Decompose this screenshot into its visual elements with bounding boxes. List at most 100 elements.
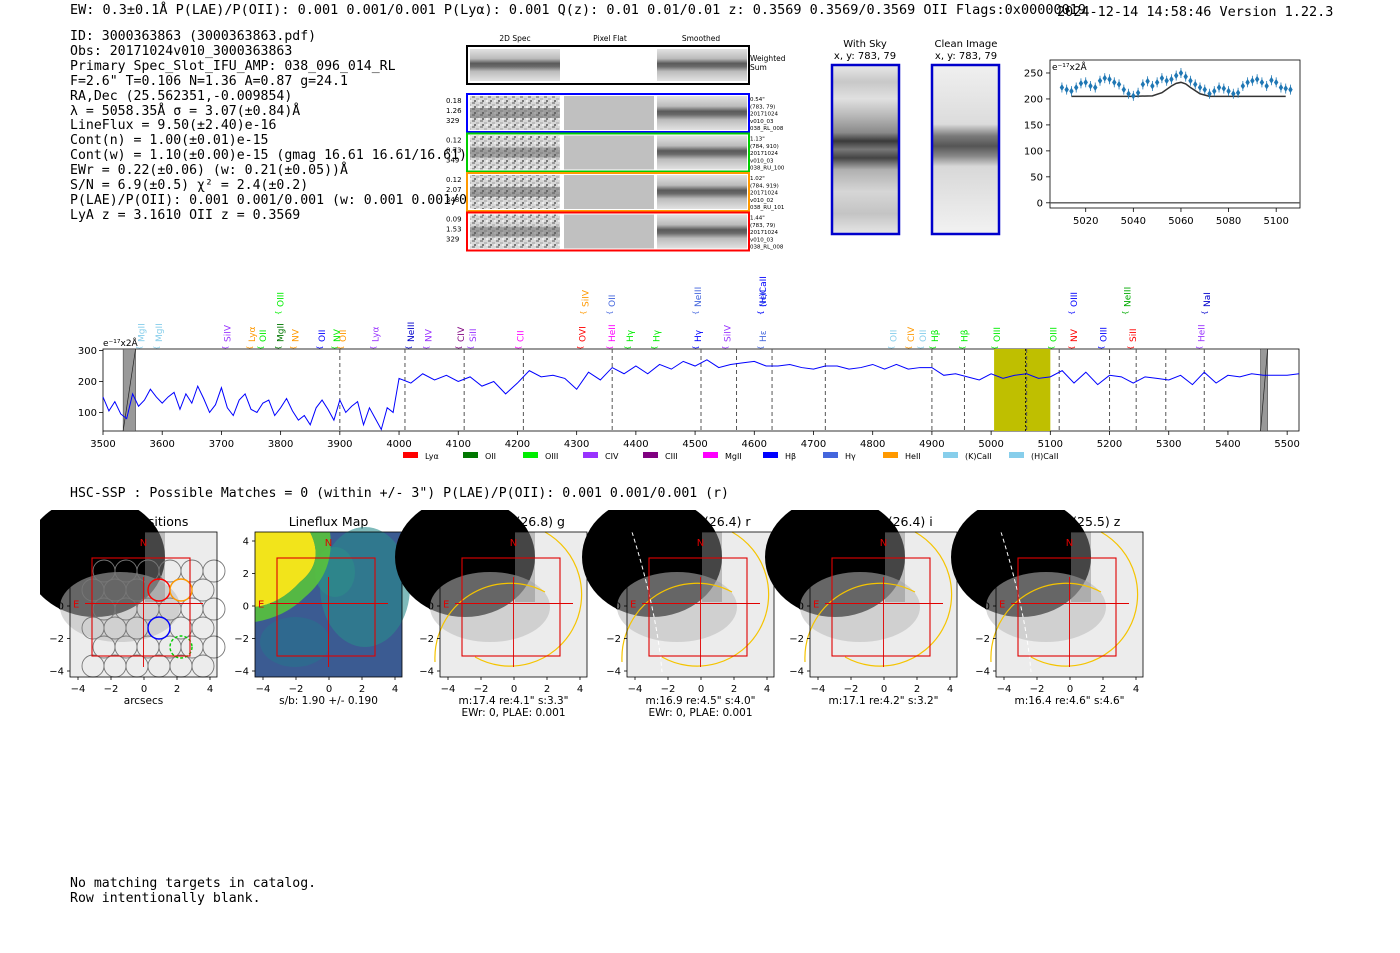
line-id-bracket: { bbox=[958, 346, 966, 350]
panel-caption: m:16.9 re:4.5" s:4.0" bbox=[646, 695, 756, 707]
panel-ytick-label: −2 bbox=[234, 634, 249, 645]
legend-label: OII bbox=[485, 452, 496, 461]
panel-ytick-label: 4 bbox=[615, 537, 621, 548]
col-title-pixelflat: Pixel Flat bbox=[593, 34, 627, 43]
panel-ytick-label: 2 bbox=[984, 569, 990, 580]
line-id-bracket: { bbox=[757, 311, 765, 315]
compass-north: N bbox=[140, 538, 147, 549]
fit-window-band bbox=[994, 349, 1051, 431]
dashed-contour bbox=[631, 531, 663, 673]
legend-swatch bbox=[943, 452, 958, 458]
spec-xtick-label: 4300 bbox=[564, 439, 589, 450]
line-id-bracket: { bbox=[221, 346, 229, 350]
zoom-data-point bbox=[1278, 84, 1284, 92]
compass-east: E bbox=[443, 600, 449, 611]
line-id-bracket: { bbox=[1121, 311, 1129, 315]
legend-swatch bbox=[643, 452, 658, 458]
clean-image-sub: x, y: 783, 79 bbox=[935, 51, 997, 62]
spec-xtick-label: 4000 bbox=[386, 439, 411, 450]
cutout-pixelflat bbox=[564, 175, 654, 209]
line-id-bracket: { bbox=[135, 346, 143, 350]
cutout-right-value: (783, 79) bbox=[750, 223, 775, 229]
line-id-label: Hβ bbox=[960, 329, 970, 342]
panel-xtick-label: 2 bbox=[544, 684, 550, 695]
zoom-data-point bbox=[1135, 89, 1141, 97]
panel-ytick-label: 2 bbox=[428, 569, 434, 580]
spec-ytick-label: 300 bbox=[78, 346, 97, 357]
line-id-label: OII bbox=[339, 330, 349, 342]
compass-east: E bbox=[73, 600, 79, 611]
spec-ytick-label: 200 bbox=[78, 377, 97, 388]
cutout-left-value: 0.12 bbox=[446, 137, 462, 145]
line-id-bracket: { bbox=[580, 311, 588, 315]
spec-xtick-label: 3500 bbox=[90, 439, 115, 450]
spec-xtick-label: 5300 bbox=[1156, 439, 1181, 450]
cutout-right-value: (784, 910) bbox=[750, 144, 779, 150]
panel-xtick-label: 4 bbox=[764, 684, 770, 695]
panel-ytick-label: 2 bbox=[243, 569, 249, 580]
line-id-label: Hγ bbox=[653, 329, 663, 342]
fiber-circle bbox=[202, 635, 226, 659]
panel-ytick-label: −2 bbox=[789, 634, 804, 645]
zoom-data-point bbox=[1169, 75, 1174, 83]
footer-line-1: No matching targets in catalog. bbox=[70, 876, 317, 891]
with-sky-sub: x, y: 783, 79 bbox=[834, 51, 896, 62]
line-id-label: MgII bbox=[277, 323, 287, 342]
panel-ytick-label: 0 bbox=[243, 602, 249, 613]
compass-east: E bbox=[813, 600, 819, 611]
cutout-right-value: 1.02" bbox=[750, 176, 765, 182]
info-lineflux: LineFlux = 9.50(±2.40)e-16 bbox=[70, 118, 277, 134]
panel-xtick-label: 0 bbox=[141, 684, 147, 695]
zoom-ytick-label: 250 bbox=[1024, 68, 1043, 79]
panel-xtick-label: 2 bbox=[1100, 684, 1106, 695]
line-id-bracket: { bbox=[316, 346, 324, 350]
line-id-bracket: { bbox=[153, 346, 161, 350]
spec-xtick-label: 4500 bbox=[682, 439, 707, 450]
compass-north: N bbox=[880, 538, 887, 549]
with-sky-image bbox=[830, 63, 901, 236]
legend-label: (H)CaII bbox=[1031, 452, 1058, 461]
cutout-left-value: 1.53 bbox=[446, 226, 462, 234]
aperture-ellipse bbox=[661, 531, 770, 667]
zoom-data-point bbox=[1159, 74, 1165, 82]
panel-ytick-label: −4 bbox=[419, 667, 434, 678]
cutout-right-value: 20171024 bbox=[750, 230, 778, 236]
line-id-label: OII bbox=[889, 330, 899, 342]
legend-swatch bbox=[703, 452, 718, 458]
cutout-row: 0.18 1.26 329 0.54"(783, 79) 20171024v010_03… bbox=[446, 93, 784, 133]
cutout-pixelflat bbox=[564, 135, 654, 170]
panel-xtick-label: −2 bbox=[1030, 684, 1045, 695]
line-id-bracket: { bbox=[331, 346, 339, 350]
panel-caption: m:17.4 re:4.1" s:3.3" bbox=[459, 695, 569, 707]
line-id-bracket: { bbox=[1068, 311, 1076, 315]
cutout-left-value: 0.09 bbox=[446, 216, 462, 224]
line-id-label: NeIII bbox=[694, 287, 704, 307]
aperture-ellipse bbox=[804, 582, 916, 663]
panel-xtick-label: 0 bbox=[698, 684, 704, 695]
panel-ytick-label: 2 bbox=[58, 569, 64, 580]
panel-ytick-label: 0 bbox=[984, 602, 990, 613]
line-id-label: (H)CaII bbox=[759, 276, 769, 307]
panel-frame bbox=[995, 531, 1144, 678]
zoom-data-point bbox=[1193, 80, 1198, 88]
footer-line-2: Row intentionally blank. bbox=[70, 891, 261, 906]
line-id-label: HeII bbox=[608, 324, 618, 342]
zoom-xtick-label: 5020 bbox=[1073, 216, 1098, 227]
spec-xtick-label: 3700 bbox=[209, 439, 234, 450]
compass-east: E bbox=[258, 600, 264, 611]
line-id-bracket: { bbox=[905, 346, 913, 350]
panel-xtick-label: −2 bbox=[844, 684, 859, 695]
footer-notes: No matching targets in catalog. Row inte… bbox=[70, 876, 316, 906]
legend-label: Hβ bbox=[785, 452, 796, 461]
panel-xtick-label: 4 bbox=[392, 684, 398, 695]
line-id-bracket: { bbox=[917, 346, 925, 350]
compass-north: N bbox=[697, 538, 704, 549]
cutout-smoothed bbox=[657, 175, 747, 209]
cutout-left-value: 1.26 bbox=[446, 107, 462, 115]
cutout-right-value: 1.13" bbox=[750, 137, 765, 143]
line-id-bracket: { bbox=[257, 346, 265, 350]
version-timestamp: 2024-12-14 14:58:46 Version 1.22.3 bbox=[1057, 4, 1334, 20]
